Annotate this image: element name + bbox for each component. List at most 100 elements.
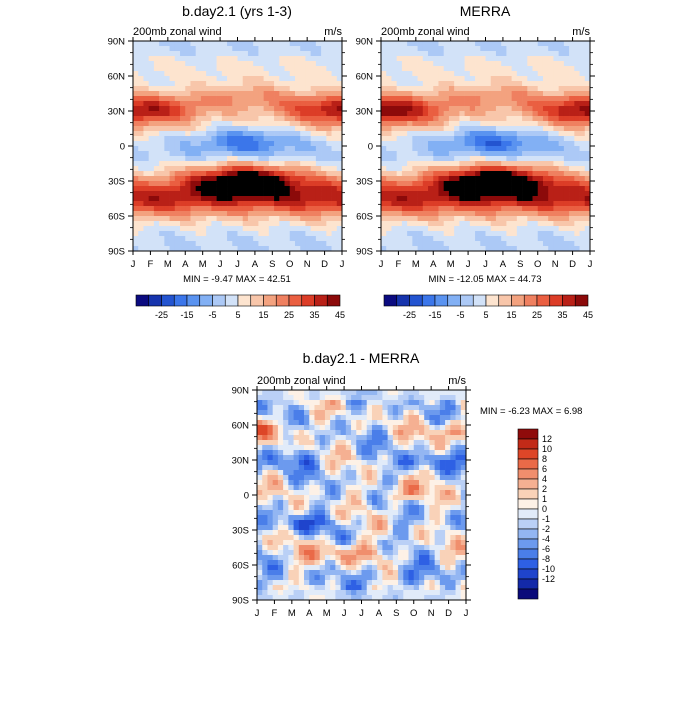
field-cell (257, 500, 263, 505)
field-cell (393, 530, 399, 535)
field-cell (257, 495, 263, 500)
field-cell (424, 410, 430, 415)
field-cell (278, 420, 284, 425)
field-cell (548, 41, 554, 46)
field-cell (445, 410, 451, 415)
field-cell (527, 216, 533, 221)
field-cell (248, 141, 254, 146)
field-cell (159, 186, 165, 191)
field-cell (564, 221, 570, 226)
field-cell (154, 181, 160, 186)
field-cell (299, 540, 305, 545)
field-cell (372, 475, 378, 480)
field-cell (279, 106, 285, 111)
field-cell (580, 51, 586, 56)
field-cell (253, 126, 259, 131)
field-cell (175, 136, 181, 141)
field-cell (351, 395, 357, 400)
field-cell (418, 236, 424, 241)
panel-units-label: m/s (572, 26, 590, 38)
field-cell (391, 121, 397, 126)
field-cell (305, 101, 311, 106)
field-cell (143, 206, 149, 211)
field-cell (326, 176, 332, 181)
field-cell (418, 61, 424, 66)
field-cell (424, 415, 430, 420)
field-cell (553, 81, 559, 86)
field-cell (382, 460, 388, 465)
field-cell (267, 525, 273, 530)
field-cell (465, 186, 471, 191)
field-cell (456, 475, 462, 480)
field-cell (206, 206, 212, 211)
field-cell (428, 56, 434, 61)
field-cell (423, 236, 429, 241)
field-cell (398, 490, 404, 495)
field-cell (190, 221, 196, 226)
field-cell (248, 76, 254, 81)
field-cell (274, 91, 280, 96)
field-cell (435, 545, 441, 550)
field-cell (438, 241, 444, 246)
field-cell (253, 196, 259, 201)
field-cell (217, 181, 223, 186)
field-cell (454, 46, 460, 51)
field-cell (475, 186, 481, 191)
field-cell (480, 41, 486, 46)
field-cell (538, 96, 544, 101)
field-cell (569, 86, 575, 91)
field-cell (196, 231, 202, 236)
field-cell (506, 166, 512, 171)
field-cell (341, 400, 347, 405)
field-cell (449, 126, 455, 131)
field-cell (201, 181, 207, 186)
field-cell (222, 141, 228, 146)
field-cell (527, 121, 533, 126)
field-cell (346, 435, 352, 440)
field-cell (304, 530, 310, 535)
field-cell (564, 66, 570, 71)
field-cell (433, 106, 439, 111)
field-cell (285, 201, 291, 206)
field-cell (409, 490, 415, 495)
field-cell (372, 560, 378, 565)
field-cell (440, 400, 446, 405)
field-cell (335, 490, 341, 495)
field-cell (295, 56, 301, 61)
field-cell (346, 560, 352, 565)
field-cell (397, 176, 403, 181)
field-cell (294, 520, 300, 525)
field-cell (454, 106, 460, 111)
field-cell (418, 186, 424, 191)
field-cell (164, 196, 170, 201)
field-cell (553, 66, 559, 71)
field-cell (517, 201, 523, 206)
field-cell (407, 91, 413, 96)
field-cell (429, 410, 435, 415)
field-cell (506, 186, 512, 191)
field-cell (559, 101, 565, 106)
field-cell (269, 141, 275, 146)
field-cell (227, 206, 233, 211)
field-cell (346, 460, 352, 465)
field-cell (326, 71, 332, 76)
field-cell (444, 166, 450, 171)
field-cell (300, 146, 306, 151)
field-cell (311, 86, 317, 91)
field-cell (398, 465, 404, 470)
field-cell (543, 111, 549, 116)
field-cell (238, 51, 244, 56)
field-cell (433, 76, 439, 81)
field-cell (391, 131, 397, 136)
field-cell (314, 510, 320, 515)
field-cell (419, 500, 425, 505)
field-cell (238, 161, 244, 166)
field-cell (428, 41, 434, 46)
field-cell (288, 420, 294, 425)
field-cell (262, 490, 268, 495)
field-cell (170, 211, 176, 216)
field-cell (175, 51, 181, 56)
field-cell (419, 465, 425, 470)
field-cell (149, 226, 155, 231)
field-cell (548, 226, 554, 231)
